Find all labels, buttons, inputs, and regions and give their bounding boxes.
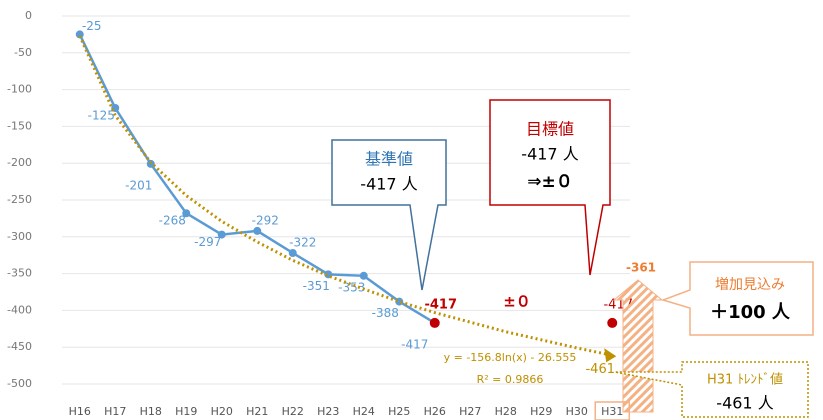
data-point: [359, 271, 368, 280]
value-label: -292: [252, 213, 279, 227]
y-tick-label: -100: [7, 83, 32, 96]
x-tick-label: H25: [388, 405, 410, 418]
trend-equation: y = -156.8ln(x) - 26.555: [444, 351, 577, 364]
value-label: -322: [289, 235, 316, 249]
value-label: -297: [194, 235, 221, 249]
value-label: -351: [303, 279, 330, 293]
data-point: [75, 30, 84, 39]
x-tick-label: H27: [459, 405, 481, 418]
data-point: [217, 230, 226, 239]
data-point: [429, 317, 440, 328]
x-tick-label: H28: [495, 405, 517, 418]
trend-arrowhead: [604, 348, 617, 363]
x-tick-label: H30: [566, 405, 588, 418]
increase-label: 増加見込み: [715, 277, 785, 293]
y-tick-label: -400: [7, 303, 32, 316]
x-tick-label: H20: [211, 405, 233, 418]
data-point: [253, 226, 262, 235]
y-tick-label: -200: [7, 156, 32, 169]
increase-arrow: [612, 279, 664, 413]
x-tick-label: H29: [530, 405, 552, 418]
x-tick-label: H19: [175, 405, 197, 418]
base-label: 基準値: [365, 150, 413, 169]
y-tick-label: -450: [7, 340, 32, 353]
y-tick-label: -250: [7, 193, 32, 206]
value-label: -353: [338, 280, 365, 294]
increase-callout: [660, 261, 814, 336]
y-tick-label: -500: [7, 377, 32, 390]
x-tick-label: H26: [424, 405, 446, 418]
trend-end-label: -461: [585, 362, 615, 377]
target-label: 目標値: [526, 120, 574, 139]
series-line: [78, 35, 613, 357]
increase-top-label: -361: [626, 261, 656, 275]
value-label: -417: [424, 297, 457, 312]
x-tick-label: H17: [104, 405, 126, 418]
y-tick-label: -350: [7, 267, 32, 280]
value-label: -417: [401, 337, 428, 351]
base-callout: [331, 139, 447, 291]
base-value: -417 人: [360, 175, 417, 194]
value-label: -388: [372, 306, 399, 320]
data-point: [182, 209, 191, 218]
target-value: -417 人: [521, 145, 578, 164]
value-label: -268: [159, 214, 186, 228]
x-tick-label: H18: [140, 405, 162, 418]
trend-value: -461 人: [716, 394, 773, 413]
x-tick-label: H21: [246, 405, 268, 418]
y-tick-label: -150: [7, 119, 32, 132]
x-tick-label: H24: [353, 405, 375, 418]
target-callout: [489, 99, 611, 276]
y-tick-label: -50: [14, 46, 32, 59]
trend-label: H31 ﾄﾚﾝﾄﾞ値: [707, 372, 783, 388]
trend-callout: [614, 361, 809, 418]
data-point: [146, 159, 155, 168]
target-change: ⇒±０: [527, 172, 573, 192]
value-label: -125: [88, 109, 115, 123]
y-tick-label: -300: [7, 230, 32, 243]
x-tick-label: H31: [601, 405, 623, 418]
diff-label: ±０: [503, 293, 531, 311]
data-point: [288, 248, 297, 257]
data-point: [607, 317, 618, 328]
value-label: -25: [82, 19, 102, 33]
x-tick-label: H23: [317, 405, 339, 418]
value-label: -201: [125, 178, 152, 192]
x-tick-label: H22: [282, 405, 304, 418]
y-tick-label: 0: [25, 9, 32, 22]
increase-value: ＋100 人: [710, 302, 791, 323]
x-tick-label: H16: [69, 405, 91, 418]
trend-r2: R² = 0.9866: [477, 373, 544, 386]
